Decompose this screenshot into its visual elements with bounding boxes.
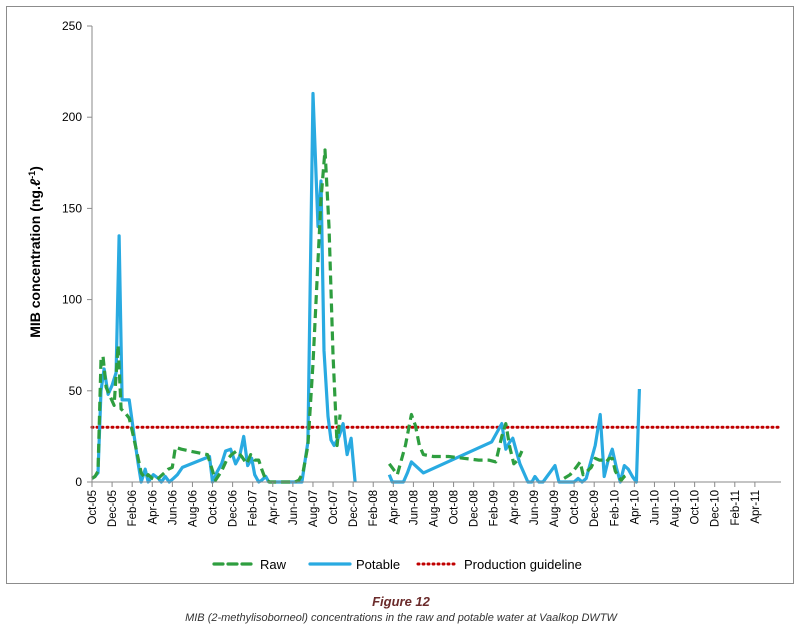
x-tick-label: Aug-08 [428,490,440,527]
x-tick-label: Dec-10 [710,490,722,527]
series-raw-line [388,412,524,477]
legend-label: Potable [356,557,400,572]
x-tick-label: Feb-11 [730,490,742,526]
x-tick-label: Aug-10 [670,490,682,527]
x-tick-label: Dec-05 [107,490,119,527]
x-tick-label: Dec-08 [469,490,481,527]
y-tick-label: 0 [75,475,82,489]
chart: 0 50 100 150 200 250 Oct-05 Dec-05 Feb-06 Apr-06… [27,19,783,572]
legend: Raw Potable Production guideline [212,557,582,572]
figure-caption: MIB (2-methylisoborneol) concentrations … [185,612,617,624]
y-tick-label: 50 [69,384,83,398]
x-tick-label: Oct-06 [208,490,220,525]
x-tick-label: Apr-08 [388,490,400,525]
figure-label: Figure 12 [372,594,430,609]
x-tick-label: Feb-07 [248,490,260,526]
x-tick-label: Apr-09 [509,490,521,525]
x-tick-label: Aug-06 [187,490,199,527]
x-tick-label: Oct-10 [690,490,702,525]
x-tick-label: Apr-10 [629,490,641,525]
x-tick-label: Feb-10 [609,490,621,526]
x-tick-label: Jun-08 [408,490,420,525]
legend-label: Production guideline [464,557,582,572]
legend-label: Raw [260,557,287,572]
x-tick-label: Feb-08 [368,490,380,526]
series-raw-line [563,456,629,482]
x-tick-label: Oct-05 [87,490,99,525]
x-tick-label: Aug-09 [549,490,561,527]
x-tick-label: Apr-06 [147,490,159,525]
y-axis-title: MIB concentration (ng.ℓ-1) [27,166,43,338]
x-tick-label: Jun-06 [167,490,179,525]
x-tick-label: Dec-06 [228,490,240,527]
chart-frame [6,6,794,584]
x-tick-label: Jun-09 [529,490,541,525]
y-tick-label: 200 [62,110,82,124]
series-raw-line [91,148,342,484]
x-tick-label: Apr-11 [750,490,762,524]
x-tick-label: Aug-07 [308,490,320,527]
x-tick-label: Jun-10 [649,490,661,525]
x-tick-label: Oct-09 [569,490,581,525]
series-potable-line [91,91,357,484]
x-tick-label: Dec-09 [589,490,601,527]
x-tick-label: Jun-07 [288,490,300,525]
x-tick-label: Oct-07 [328,490,340,525]
y-tick-label: 100 [62,293,82,307]
x-tick-label: Feb-09 [489,490,501,526]
x-tick-label: Dec-07 [348,490,360,527]
y-tick-label: 150 [62,201,82,215]
series-potable-line [387,388,641,484]
x-tick-label: Feb-06 [127,490,139,526]
y-tick-label: 250 [62,19,82,33]
x-tick-label: Apr-07 [268,490,280,525]
x-tick-label: Oct-08 [449,490,461,525]
